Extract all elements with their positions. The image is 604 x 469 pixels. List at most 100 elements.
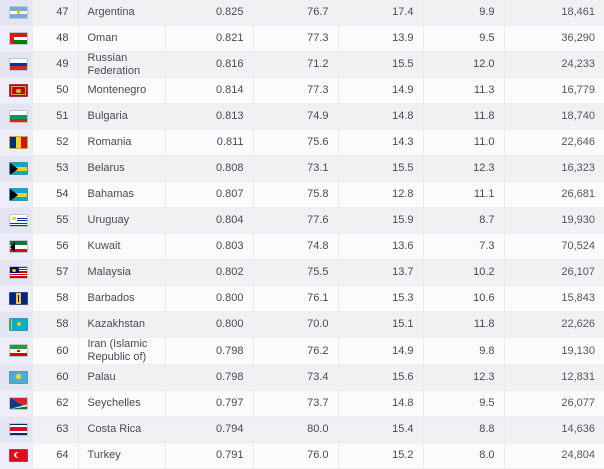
expected-schooling-cell: 15.5: [338, 51, 424, 79]
life-expectancy-cell: 73.1: [253, 155, 339, 183]
gni-per-capita-cell: 16,323: [504, 155, 604, 183]
life-expectancy-cell: 71.2: [253, 51, 339, 79]
hdi-value-cell: 0.808: [165, 155, 254, 183]
gni-per-capita-cell: 15,843: [504, 285, 604, 313]
life-expectancy-cell: 70.0: [253, 311, 339, 339]
flag-cell: [0, 207, 33, 235]
gni-per-capita-cell: 19,130: [504, 337, 604, 365]
mean-schooling-cell: 10.2: [423, 259, 505, 287]
gni-per-capita-cell: 18,740: [504, 103, 604, 131]
romania-flag: [9, 136, 28, 150]
barbados-flag: [9, 292, 28, 306]
hdi-value-cell: 0.807: [165, 181, 254, 209]
mean-schooling-cell: 7.3: [423, 233, 505, 261]
table-row[interactable]: 55 Uruguay 0.804 77.6 15.9 8.7 19,930: [0, 207, 604, 235]
table-row[interactable]: 48 Oman 0.821 77.3 13.9 9.5 36,290: [0, 25, 604, 52]
expected-schooling-cell: 12.8: [338, 181, 424, 209]
mean-schooling-cell: 10.6: [423, 285, 505, 313]
bulgaria-flag: [9, 110, 28, 124]
mean-schooling-cell: 12.3: [423, 364, 505, 391]
table-row[interactable]: 47 Argentina 0.825 76.7 17.4 9.9 18,461: [0, 0, 604, 26]
argentina-flag: [9, 5, 28, 19]
mean-schooling-cell: 9.5: [423, 390, 505, 417]
life-expectancy-cell: 76.7: [253, 0, 339, 26]
expected-schooling-cell: 15.6: [338, 364, 424, 391]
table-row[interactable]: 63 Costa Rica 0.794 80.0 15.4 8.8 14,636: [0, 416, 604, 443]
table-row[interactable]: 60 Palau 0.798 73.4 15.6 12.3 12,831: [0, 364, 604, 391]
rank-cell: 47: [32, 0, 79, 26]
mean-schooling-cell: 12.0: [423, 51, 505, 79]
table-row[interactable]: 56 Kuwait 0.803 74.8 13.6 7.3 70,524: [0, 233, 604, 261]
life-expectancy-cell: 73.7: [253, 390, 339, 417]
bahamas-flag: [9, 162, 28, 176]
expected-schooling-cell: 15.5: [338, 155, 424, 183]
gni-per-capita-cell: 16,779: [504, 77, 604, 105]
country-name-cell: Barbados: [78, 285, 166, 313]
flag-cell: [0, 337, 33, 365]
country-name-cell: Iran (Islamic Republic of): [78, 337, 166, 365]
hdi-value-cell: 0.802: [165, 259, 254, 287]
rank-cell: 60: [32, 337, 79, 365]
gni-per-capita-cell: 24,804: [504, 442, 604, 469]
table-row[interactable]: 53 Belarus 0.808 73.1 15.5 12.3 16,323: [0, 155, 604, 183]
turkey-flag: [9, 448, 28, 462]
country-name-cell: Bahamas: [78, 181, 166, 209]
hdi-value-cell: 0.791: [165, 442, 254, 469]
rank-cell: 60: [32, 364, 79, 391]
mean-schooling-cell: 11.3: [423, 77, 505, 105]
table-row[interactable]: 58 Kazakhstan 0.800 70.0 15.1 11.8 22,626: [0, 311, 604, 339]
life-expectancy-cell: 76.0: [253, 442, 339, 469]
iran-flag: [9, 344, 28, 358]
life-expectancy-cell: 80.0: [253, 416, 339, 443]
table-row[interactable]: 50 Montenegro 0.814 77.3 14.9 11.3 16,779: [0, 77, 604, 105]
palau-flag: [9, 370, 28, 384]
hdi-value-cell: 0.794: [165, 416, 254, 443]
country-name-cell: Oman: [78, 25, 166, 52]
table-row[interactable]: 60 Iran (Islamic Republic of) 0.798 76.2 14.…: [0, 337, 604, 365]
country-name-cell: Bulgaria: [78, 103, 166, 131]
rank-cell: 63: [32, 416, 79, 443]
hdi-value-cell: 0.804: [165, 207, 254, 235]
gni-per-capita-cell: 26,077: [504, 390, 604, 417]
country-name-cell: Costa Rica: [78, 416, 166, 443]
table-row[interactable]: 62 Seychelles 0.797 73.7 14.8 9.5 26,077: [0, 390, 604, 417]
rank-cell: 50: [32, 77, 79, 105]
rank-cell: 49: [32, 51, 79, 79]
country-name-cell: Malaysia: [78, 259, 166, 287]
kuwait-flag: [9, 240, 28, 254]
table-row[interactable]: 54 Bahamas 0.807 75.8 12.8 11.1 26,681: [0, 181, 604, 209]
life-expectancy-cell: 77.3: [253, 77, 339, 105]
country-name-cell: Uruguay: [78, 207, 166, 235]
mean-schooling-cell: 11.8: [423, 103, 505, 131]
life-expectancy-cell: 76.2: [253, 337, 339, 365]
uruguay-flag: [9, 214, 28, 228]
expected-schooling-cell: 15.2: [338, 442, 424, 469]
rank-cell: 48: [32, 25, 79, 52]
rank-cell: 64: [32, 442, 79, 469]
expected-schooling-cell: 15.1: [338, 311, 424, 339]
table-row[interactable]: 57 Malaysia 0.802 75.5 13.7 10.2 26,107: [0, 259, 604, 287]
expected-schooling-cell: 14.9: [338, 337, 424, 365]
table-row[interactable]: 51 Bulgaria 0.813 74.9 14.8 11.8 18,740: [0, 103, 604, 131]
flag-cell: [0, 51, 33, 79]
table-row[interactable]: 49 Russian Federation 0.816 71.2 15.5 12.0 24,…: [0, 51, 604, 79]
hdi-value-cell: 0.803: [165, 233, 254, 261]
malaysia-flag: [9, 266, 28, 280]
country-name-cell: Belarus: [78, 155, 166, 183]
expected-schooling-cell: 13.9: [338, 25, 424, 52]
mean-schooling-cell: 9.8: [423, 337, 505, 365]
mean-schooling-cell: 11.8: [423, 311, 505, 339]
country-name-cell: Russian Federation: [78, 51, 166, 79]
table-row[interactable]: 58 Barbados 0.800 76.1 15.3 10.6 15,843: [0, 285, 604, 313]
hdi-value-cell: 0.813: [165, 103, 254, 131]
table-row[interactable]: 52 Romania 0.811 75.6 14.3 11.0 22,646: [0, 129, 604, 157]
life-expectancy-cell: 77.3: [253, 25, 339, 52]
mean-schooling-cell: 9.9: [423, 0, 505, 26]
life-expectancy-cell: 75.6: [253, 129, 339, 157]
country-name-cell: Montenegro: [78, 77, 166, 105]
flag-cell: [0, 442, 33, 469]
expected-schooling-cell: 17.4: [338, 0, 424, 26]
table-row[interactable]: 64 Turkey 0.791 76.0 15.2 8.0 24,804: [0, 442, 604, 469]
flag-cell: [0, 77, 33, 105]
